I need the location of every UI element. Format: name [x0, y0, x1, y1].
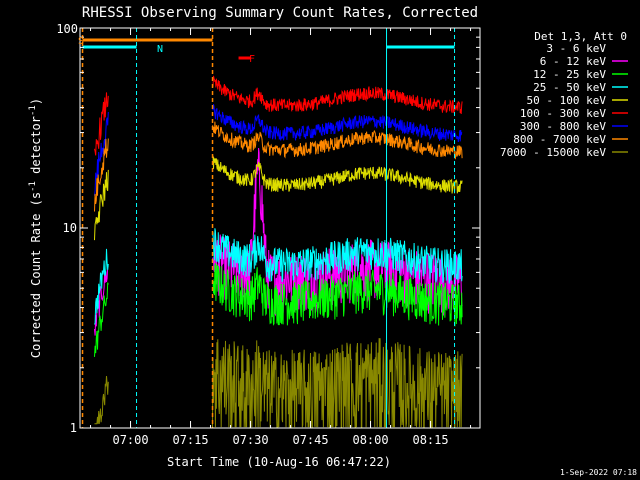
y-tick-label-1: 1	[70, 421, 77, 435]
series-line-7	[212, 121, 463, 160]
y-axis-label-main: Corrected Count Rate (s	[29, 192, 43, 358]
data-layer	[94, 75, 463, 429]
series-line-early-4	[94, 169, 109, 241]
annotation-f: F	[249, 54, 255, 65]
x-tick-label-4: 08:00	[352, 433, 388, 447]
x-axis-label: Start Time (10-Aug-16 06:47:22)	[167, 455, 391, 469]
series-line-early-0	[94, 333, 109, 402]
x-tick-label-3: 07:45	[292, 433, 328, 447]
chart-title: RHESSI Observing Summary Count Rates, Co…	[82, 5, 478, 21]
y-axis-label-sup1: -1	[28, 181, 38, 192]
series-line-6	[212, 104, 463, 143]
series-line-2	[212, 262, 463, 327]
annotation-s: S	[78, 36, 84, 47]
annotation-n: N	[157, 44, 163, 55]
series-line-early-6	[94, 111, 109, 196]
legend-label-7: 800 - 7000 keV	[513, 133, 606, 146]
series-line-early-3	[94, 248, 109, 325]
y-axis-label: Corrected Count Rate (s-1 detector-1)	[28, 98, 43, 358]
y-tick-label-100: 100	[56, 22, 78, 36]
series-line-4	[212, 155, 463, 194]
y-axis-label-end: )	[29, 98, 43, 105]
series-line-8	[212, 338, 463, 428]
legend-label-1: 6 - 12 keV	[540, 55, 607, 68]
legend-label-2: 12 - 25 keV	[533, 68, 606, 81]
series-line-early-2	[94, 282, 109, 357]
y-axis-label-mid: detector	[29, 116, 43, 181]
timestamp: 1-Sep-2022 07:18	[560, 468, 637, 477]
x-tick-label-2: 07:30	[232, 433, 268, 447]
y-tick-label-10: 10	[63, 221, 77, 235]
legend-title: Det 1,3, Att 0	[534, 30, 627, 43]
marker-layer	[81, 28, 456, 428]
series-line-5	[212, 75, 463, 115]
x-tick-label-1: 07:15	[172, 433, 208, 447]
y-axis-label-sup2: -1	[28, 105, 38, 116]
series-line-early-7	[94, 138, 109, 212]
axis-layer: 07:00 07:15 07:30 07:45 08:00 08:15	[80, 28, 480, 447]
x-tick-label-0: 07:00	[112, 433, 148, 447]
legend-label-8: 7000 - 15000 keV	[500, 146, 606, 159]
legend-label-3: 25 - 50 keV	[533, 81, 606, 94]
legend-label-4: 50 - 100 keV	[527, 94, 607, 107]
series-line-early-8	[94, 375, 109, 425]
x-tick-label-5: 08:15	[412, 433, 448, 447]
legend-label-0: 3 - 6 keV	[546, 42, 606, 55]
legend-label-6: 300 - 800 keV	[520, 120, 606, 133]
series-line-3	[212, 228, 463, 284]
legend-label-5: 100 - 300 keV	[520, 107, 606, 120]
series-line-early-5	[94, 92, 109, 156]
